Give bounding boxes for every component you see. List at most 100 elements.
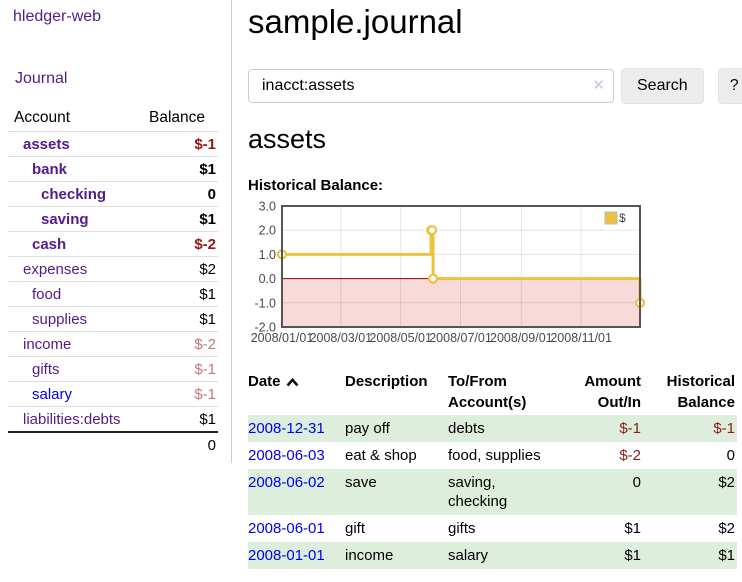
account-link[interactable]: bank bbox=[32, 160, 68, 178]
account-row: supplies $1 bbox=[8, 306, 218, 332]
account-row: bank $1 bbox=[8, 156, 218, 182]
balance-column-header: Balance bbox=[148, 109, 205, 126]
account-link[interactable]: gifts bbox=[32, 360, 60, 378]
account-balance: $1 bbox=[134, 156, 218, 182]
account-balance: $1 bbox=[134, 406, 218, 432]
accounts-table-header: Account Balance bbox=[8, 105, 218, 132]
svg-text:3.0: 3.0 bbox=[259, 201, 276, 214]
accounts-column-header: To/From Account(s) bbox=[448, 372, 527, 411]
app-title-link[interactable]: hledger-web bbox=[13, 8, 102, 25]
account-balance: $2 bbox=[134, 256, 218, 282]
transaction-balance: $2 bbox=[718, 473, 735, 491]
transaction-amount: $1 bbox=[624, 546, 641, 564]
transaction-date-link[interactable]: 2008-01-01 bbox=[248, 546, 325, 564]
help-button[interactable]: ? bbox=[717, 67, 742, 104]
transaction-date-link[interactable]: 2008-12-31 bbox=[248, 419, 325, 437]
svg-text:$: $ bbox=[619, 211, 626, 225]
svg-text:1.0: 1.0 bbox=[259, 247, 276, 261]
account-balance: $-1 bbox=[134, 381, 218, 407]
svg-text:2008/07/01: 2008/07/01 bbox=[429, 331, 492, 345]
transaction-date-link[interactable]: 2008-06-01 bbox=[248, 519, 325, 537]
transaction-accounts: debts bbox=[448, 419, 485, 437]
balance-column-header: Historical Balance bbox=[666, 372, 735, 411]
transaction-balance: $1 bbox=[718, 546, 735, 564]
svg-text:2008/11/01: 2008/11/01 bbox=[550, 331, 612, 345]
account-row: income $-2 bbox=[8, 331, 218, 357]
search-box: ✕ bbox=[248, 68, 614, 103]
transaction-description: eat & shop bbox=[345, 446, 417, 464]
svg-text:0.0: 0.0 bbox=[259, 272, 276, 286]
balance-chart-svg: $3.0 2.0 1.0 0.0 -1.0 -2.02008/01/012008/03/0… bbox=[251, 201, 646, 345]
transaction-description: pay off bbox=[345, 419, 390, 437]
svg-text:2008/01/01: 2008/01/01 bbox=[251, 331, 314, 345]
account-row: cash $-2 bbox=[8, 231, 218, 257]
transaction-accounts: food, supplies bbox=[448, 446, 541, 464]
account-link[interactable]: food bbox=[32, 285, 62, 303]
account-link[interactable]: saving bbox=[41, 210, 89, 228]
account-link[interactable]: supplies bbox=[32, 310, 88, 328]
transaction-amount: $1 bbox=[624, 519, 641, 537]
account-link[interactable]: checking bbox=[41, 185, 107, 203]
account-balance: $-2 bbox=[134, 231, 218, 257]
transaction-row: 2008-01-01 income salary $1 $1 bbox=[248, 541, 737, 569]
transaction-description: gift bbox=[345, 519, 366, 537]
account-link[interactable]: liabilities:debts bbox=[23, 410, 121, 428]
search-button[interactable]: Search bbox=[621, 67, 704, 104]
svg-text:2008/09/01: 2008/09/01 bbox=[490, 331, 553, 345]
account-balance: 0 bbox=[134, 181, 218, 207]
transaction-row: 2008-12-31 pay off debts $-1 $-1 bbox=[248, 414, 737, 442]
account-link[interactable]: salary bbox=[32, 385, 73, 403]
sidebar: hledger-web Journal Account Balance asse… bbox=[0, 0, 232, 463]
account-row: checking 0 bbox=[8, 181, 218, 207]
transaction-balance: 0 bbox=[726, 446, 735, 464]
description-column-header: Description bbox=[345, 372, 428, 390]
transaction-amount: $-2 bbox=[619, 446, 641, 464]
account-row: expenses $2 bbox=[8, 256, 218, 282]
account-row: gifts $-1 bbox=[8, 356, 218, 382]
svg-text:-2.0: -2.0 bbox=[254, 320, 276, 334]
transactions-table: Date Description To/From Account(s) Amou… bbox=[248, 369, 737, 569]
account-column-header: Account bbox=[14, 109, 71, 126]
account-row: food $1 bbox=[8, 281, 218, 307]
transaction-date-link[interactable]: 2008-06-03 bbox=[248, 446, 325, 464]
page: hledger-web Journal Account Balance asse… bbox=[0, 0, 742, 569]
main-content: sample.journal ✕ Search ? assets Histori… bbox=[232, 0, 742, 569]
accounts-table: Account Balance assets $-1 bank $1 checking 0… bbox=[8, 105, 218, 457]
account-balance: $1 bbox=[134, 281, 218, 307]
transaction-description: income bbox=[345, 546, 394, 564]
transaction-row: 2008-06-03 eat & shop food, supplies $-2 0 bbox=[248, 442, 737, 469]
accounts-total-row: 0 bbox=[8, 431, 218, 457]
account-row: liabilities:debts $1 bbox=[8, 406, 218, 432]
account-balance: $1 bbox=[134, 206, 218, 232]
search-input[interactable] bbox=[248, 68, 614, 103]
transaction-accounts: gifts bbox=[448, 519, 476, 537]
transaction-date-link[interactable]: 2008-06-02 bbox=[248, 473, 325, 491]
transaction-balance: $-1 bbox=[713, 419, 735, 437]
account-row: saving $1 bbox=[8, 206, 218, 232]
account-row: assets $-1 bbox=[8, 131, 218, 157]
accounts-total-value: 0 bbox=[134, 431, 218, 457]
amount-column-header: Amount Out/In bbox=[584, 372, 641, 411]
transaction-accounts: saving, checking bbox=[448, 473, 508, 510]
transaction-amount: $-1 bbox=[619, 419, 641, 437]
account-link[interactable]: assets bbox=[23, 135, 70, 153]
account-balance: $-1 bbox=[134, 131, 218, 157]
account-balance: $1 bbox=[134, 306, 218, 332]
transaction-accounts: salary bbox=[448, 546, 489, 564]
transaction-row: 2008-06-02 save saving, checking 0 $2 bbox=[248, 468, 737, 515]
transaction-amount: 0 bbox=[632, 473, 641, 491]
account-link[interactable]: income bbox=[23, 335, 72, 353]
svg-text:2.0: 2.0 bbox=[259, 223, 276, 237]
page-title: sample.journal bbox=[248, 3, 463, 40]
clear-search-icon[interactable]: ✕ bbox=[592, 76, 605, 94]
historical-balance-chart: $3.0 2.0 1.0 0.0 -1.0 -2.0 2008/01/01 2008/03/0… bbox=[248, 201, 737, 351]
account-link[interactable]: expenses bbox=[23, 260, 88, 278]
sidebar-item-journal[interactable]: Journal bbox=[15, 70, 68, 87]
date-column-header[interactable]: Date bbox=[248, 369, 345, 415]
transaction-balance: $2 bbox=[718, 519, 735, 537]
svg-text:-1.0: -1.0 bbox=[254, 296, 276, 310]
chart-title: Historical Balance: bbox=[248, 176, 384, 194]
account-link[interactable]: cash bbox=[32, 235, 67, 253]
account-balance: $-1 bbox=[134, 356, 218, 382]
transaction-description: save bbox=[345, 473, 377, 491]
